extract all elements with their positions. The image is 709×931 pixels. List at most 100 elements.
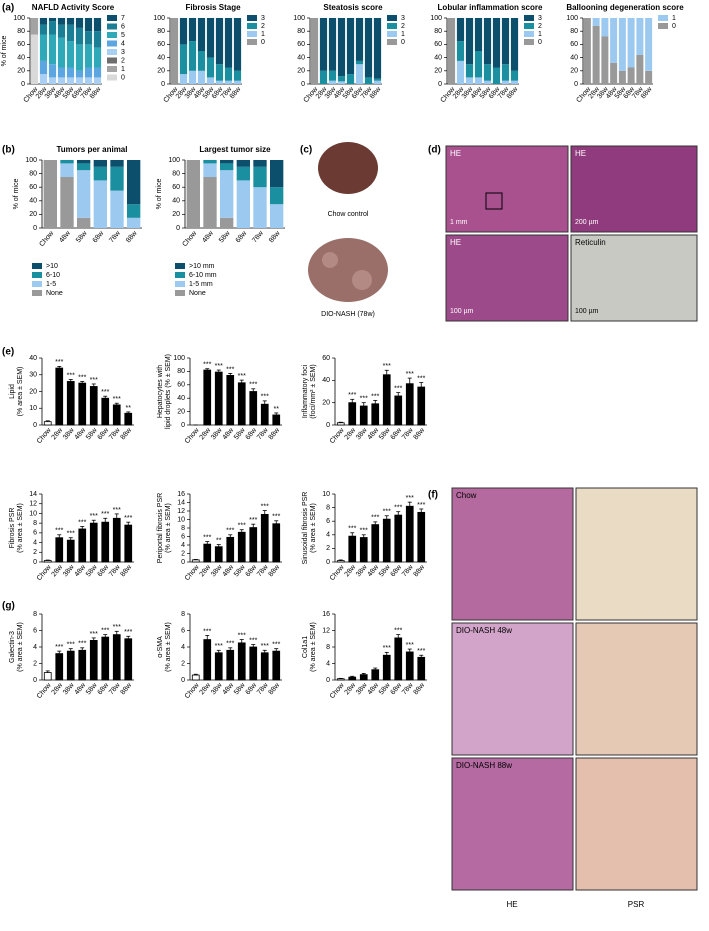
x-tick-label: 68w [390,426,404,441]
x-tick-label: 78w [108,563,122,578]
bar [78,382,87,426]
legend-swatch [175,272,185,278]
bar [417,386,426,426]
significance: *** [238,373,246,380]
bar [237,642,246,681]
bar-segment [233,80,242,84]
legend-swatch [524,39,534,45]
bar [89,386,98,426]
significance: *** [261,503,269,510]
bar [112,634,121,681]
y-tick-label: 0 [161,81,165,88]
y-tick-label: 20 [17,68,25,75]
significance: *** [272,514,280,521]
x-tick-label: Chow [38,229,55,248]
x-tick-label: 38w [210,426,224,441]
legend-label: 6 [121,23,125,30]
bar-segment [373,18,382,79]
x-tick-label: 48w [367,426,381,441]
y-tick-label: 20 [29,211,37,218]
bar [191,559,200,563]
significance: *** [226,366,234,373]
y-tick-label: 100 [173,355,185,362]
y-tick-label: 60 [17,41,25,48]
bar [237,531,246,563]
x-tick-label: 48w [367,681,381,696]
legend-label: 2 [401,23,405,30]
bar-segment [501,64,510,81]
y-tick-label: 40 [172,198,180,205]
bar-segment [48,64,57,78]
bar [272,650,281,681]
x-tick-label: 68w [245,426,259,441]
legend-swatch [107,32,117,38]
significance: ** [126,405,132,412]
bar [249,527,258,563]
y-tick-label: 0 [301,81,305,88]
bar-segment [355,64,364,84]
x-tick-label: 88w [413,681,427,696]
y-axis-label: Col1a1 [302,636,309,658]
bar [43,560,52,563]
bar-segment [636,18,644,55]
row-label: Chow [456,491,477,500]
bar [272,414,281,426]
bar [203,543,212,563]
legend-label: 3 [401,15,405,22]
bar-segment [84,44,93,68]
bar-segment [310,18,319,84]
legend-label: 1 [672,15,676,22]
legend-swatch [387,31,397,37]
significance: *** [203,362,211,369]
bar [371,403,380,426]
x-tick-label: 28w [51,563,65,578]
bar-segment [224,80,233,84]
legend-label: 7 [121,15,125,22]
y-tick-label: 20 [177,408,185,415]
bar [78,528,87,563]
y-tick-label: 100 [13,15,25,22]
significance: *** [360,528,368,535]
bar-segment [127,160,141,205]
bar-segment [601,36,609,84]
bar-segment [39,24,48,35]
y-tick-label: 60 [322,355,330,362]
y-tick-label: 40 [157,54,165,61]
bar [89,522,98,563]
y-axis-label: (% area ± SEM) [17,622,24,672]
y-tick-label: 14 [177,499,185,506]
y-tick-label: 0 [438,81,442,88]
y-tick-label: 8 [326,644,330,651]
x-tick-label: 88w [120,681,134,696]
bar-segment [57,77,66,84]
x-tick-label: 88w [229,85,243,100]
bar [405,505,414,563]
legend-label: 1 [401,31,405,38]
x-tick-label: 28w [344,681,358,696]
bar-segment [57,24,66,38]
y-tick-label: 20 [172,211,180,218]
y-tick-label: 20 [297,68,305,75]
y-tick-label: 100 [153,15,165,22]
bar-segment [236,166,250,181]
legend-label: 0 [538,39,542,46]
significance: *** [360,396,368,403]
bar-segment [592,25,600,85]
bar-segment [465,18,474,65]
bar [260,514,269,563]
bar-segment [474,51,483,78]
bar-segment [510,70,519,81]
bar-segment [456,60,465,84]
y-tick-label: 20 [434,68,442,75]
bar-segment [48,21,57,35]
bar-segment [75,44,84,71]
bar-segment [77,217,91,228]
x-tick-label: 68w [245,681,259,696]
bar [405,651,414,681]
bar [348,676,357,681]
bar-segment [93,160,107,167]
y-axis-label: (% area ± SEM) [17,367,24,417]
bar [394,637,403,681]
bar-segment [253,160,267,167]
bar-segment [465,64,474,78]
